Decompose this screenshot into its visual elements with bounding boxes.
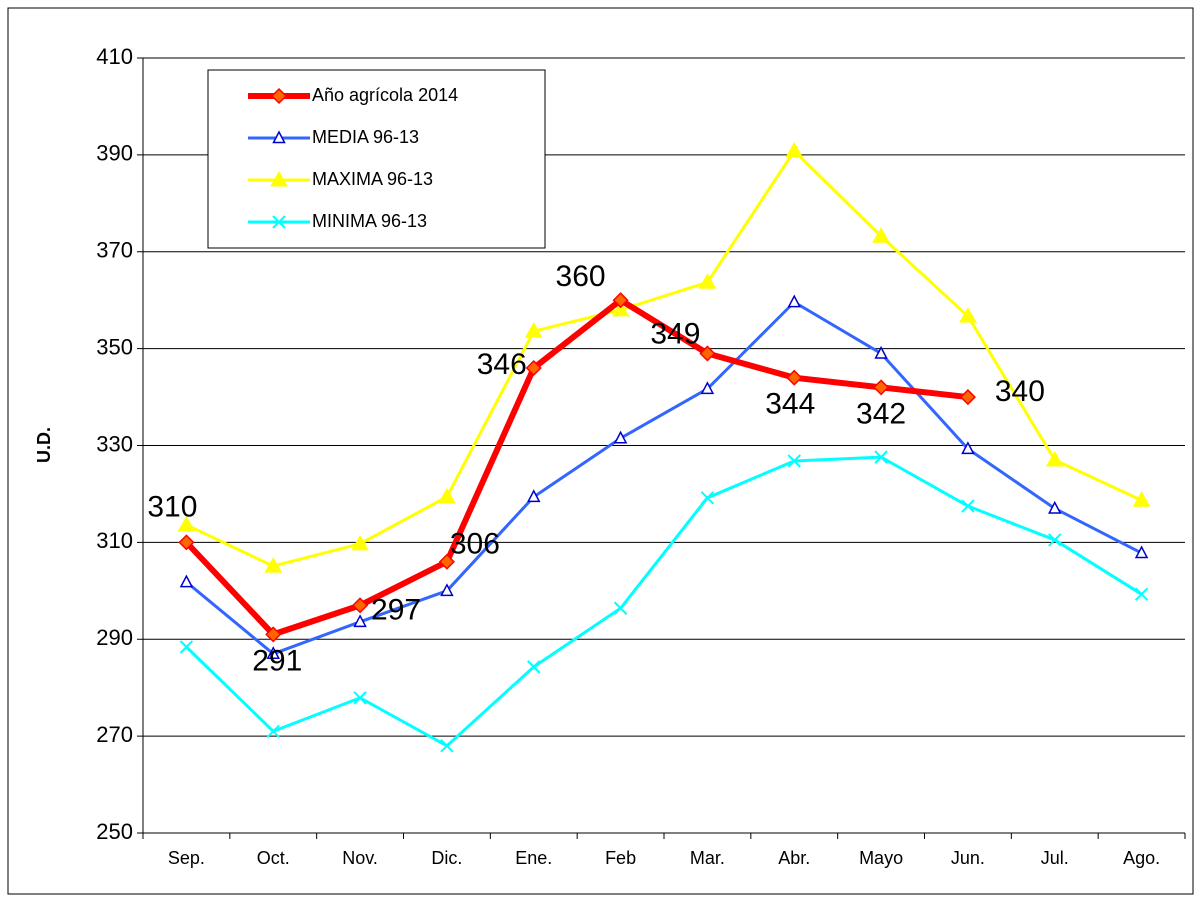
marker bbox=[438, 487, 456, 504]
marker bbox=[959, 389, 976, 406]
x-tick-label: Sep. bbox=[168, 848, 205, 868]
data-label: 349 bbox=[650, 317, 700, 350]
y-tick-label: 370 bbox=[96, 238, 133, 263]
marker bbox=[611, 300, 630, 317]
x-tick-label: Jul. bbox=[1041, 848, 1069, 868]
marker bbox=[961, 499, 975, 513]
legend-label: Año agrícola 2014 bbox=[312, 85, 458, 105]
x-tick-label: Abr. bbox=[778, 848, 810, 868]
y-tick-label: 350 bbox=[96, 334, 133, 359]
y-tick-label: 330 bbox=[96, 431, 133, 456]
marker bbox=[613, 430, 628, 444]
marker bbox=[1134, 587, 1149, 601]
marker bbox=[1048, 533, 1062, 547]
data-label: 342 bbox=[856, 397, 906, 430]
marker bbox=[352, 597, 369, 614]
series-line bbox=[185, 149, 1143, 568]
marker bbox=[961, 441, 975, 455]
x-tick-label: Feb bbox=[605, 848, 636, 868]
marker bbox=[179, 574, 194, 588]
x-tick-label: Oct. bbox=[257, 848, 290, 868]
y-tick-label: 310 bbox=[96, 528, 133, 553]
data-label: 310 bbox=[147, 490, 197, 523]
y-tick-label: 390 bbox=[96, 141, 133, 166]
data-label: 344 bbox=[765, 388, 815, 421]
y-tick-label: 270 bbox=[96, 722, 133, 747]
marker bbox=[1134, 545, 1149, 559]
marker bbox=[177, 515, 196, 532]
x-tick-label: Mar. bbox=[690, 848, 725, 868]
marker bbox=[353, 691, 367, 705]
marker bbox=[270, 87, 288, 105]
marker bbox=[440, 739, 454, 753]
y-tick-label: 410 bbox=[96, 44, 133, 69]
series-line bbox=[185, 300, 1143, 656]
marker bbox=[265, 626, 282, 643]
x-tick-label: Dic. bbox=[431, 848, 462, 868]
x-tick-label: Ene. bbox=[515, 848, 552, 868]
marker bbox=[524, 322, 543, 338]
data-label: 346 bbox=[477, 348, 527, 381]
marker bbox=[698, 273, 717, 289]
data-label: 360 bbox=[556, 260, 606, 293]
marker bbox=[351, 534, 369, 551]
marker bbox=[874, 345, 888, 359]
marker bbox=[700, 381, 715, 395]
legend: Año agrícola 2014 MEDIA 96-13 MAXIMA 96-13… bbox=[207, 69, 546, 249]
marker bbox=[1045, 451, 1064, 467]
marker bbox=[527, 660, 541, 674]
marker bbox=[179, 640, 194, 654]
x-tick-label: Nov. bbox=[342, 848, 378, 868]
marker bbox=[612, 292, 629, 309]
marker bbox=[525, 359, 542, 377]
marker bbox=[353, 614, 367, 628]
data-label: 340 bbox=[995, 375, 1045, 408]
marker bbox=[438, 553, 455, 570]
marker bbox=[787, 454, 801, 468]
marker bbox=[272, 215, 286, 229]
x-tick-label: Mayo bbox=[859, 848, 903, 868]
y-tick-label: 290 bbox=[96, 625, 133, 650]
legend-label: MAXIMA 96-13 bbox=[312, 169, 433, 189]
marker bbox=[266, 646, 280, 660]
legend-label: MINIMA 96-13 bbox=[312, 211, 427, 231]
marker bbox=[266, 724, 280, 738]
legend-label: MEDIA 96-13 bbox=[312, 127, 419, 147]
marker bbox=[786, 369, 803, 386]
marker bbox=[1132, 491, 1151, 507]
marker bbox=[873, 379, 890, 396]
marker bbox=[699, 345, 716, 362]
marker bbox=[1048, 500, 1062, 514]
data-label: 306 bbox=[450, 528, 500, 561]
marker bbox=[440, 583, 454, 597]
data-label: 297 bbox=[371, 593, 421, 626]
marker bbox=[700, 491, 715, 505]
series-line bbox=[184, 297, 969, 638]
marker bbox=[787, 294, 801, 308]
legend-box bbox=[207, 69, 546, 249]
series-line bbox=[185, 455, 1143, 748]
marker bbox=[874, 450, 888, 464]
marker bbox=[959, 307, 977, 323]
marker bbox=[613, 601, 628, 615]
marker bbox=[264, 557, 283, 573]
marker bbox=[272, 130, 286, 144]
marker bbox=[527, 489, 541, 503]
marker bbox=[872, 227, 890, 243]
marker bbox=[270, 170, 288, 187]
y-axis-label: U.D. bbox=[34, 427, 54, 463]
y-tick-label: 250 bbox=[96, 819, 133, 844]
marker bbox=[178, 534, 195, 551]
x-tick-label: Ago. bbox=[1123, 848, 1160, 868]
data-label: 291 bbox=[252, 644, 302, 677]
x-tick-label: Jun. bbox=[951, 848, 985, 868]
marker bbox=[785, 141, 804, 158]
